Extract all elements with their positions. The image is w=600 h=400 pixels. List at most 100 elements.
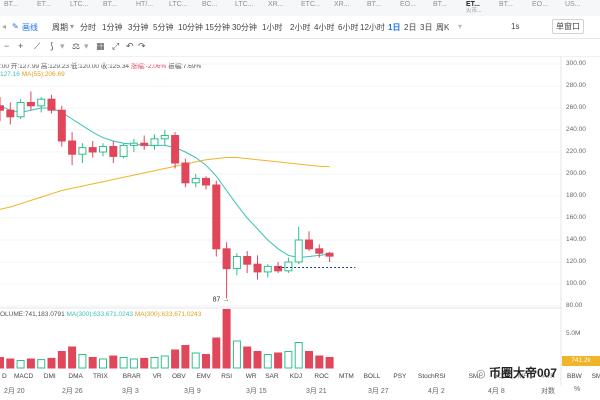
indicator-dma[interactable]: DMA xyxy=(68,373,83,380)
ticker-item[interactable]: ET... xyxy=(37,1,52,8)
indicator-dmi[interactable]: DMI xyxy=(43,373,56,380)
interval-option[interactable]: 分时 xyxy=(80,23,96,32)
volume-bar xyxy=(305,351,313,369)
indicator-psy[interactable]: PSY xyxy=(393,373,407,380)
interval-option[interactable]: 3日 xyxy=(420,23,433,32)
candle-body xyxy=(232,256,241,270)
ticker-item[interactable]: EO... xyxy=(532,1,548,8)
layout-icon[interactable]: ▦ xyxy=(96,41,105,51)
indicator-brar[interactable]: BRAR xyxy=(122,373,141,380)
volume-bar xyxy=(222,309,231,369)
interval-more-icon[interactable]: ▾ xyxy=(458,22,463,31)
candle-body xyxy=(37,98,46,107)
interval-option[interactable]: 周K xyxy=(436,23,450,32)
indicator-sm[interactable]: SM xyxy=(591,373,600,380)
interval-option[interactable]: 1s xyxy=(511,22,520,31)
period-chevron-icon[interactable]: ▾ xyxy=(70,22,75,31)
ticker-item[interactable]: XR... xyxy=(334,1,350,8)
indicator-emv[interactable]: EMV xyxy=(196,373,211,380)
ticker-item[interactable]: ETC... xyxy=(301,1,321,8)
low-marker-label: 87 → xyxy=(213,296,230,303)
indicator-macd[interactable]: MACD xyxy=(14,373,34,380)
volume-bar xyxy=(26,358,35,369)
indicator-icon[interactable]: ⟆ xyxy=(50,41,54,51)
ticker-arrow-icon[interactable]: ◂ xyxy=(2,22,7,31)
ticker-item[interactable]: LTC... xyxy=(70,1,89,8)
period-label[interactable]: 周期 xyxy=(52,23,68,32)
interval-option[interactable]: 4小时 xyxy=(314,23,335,32)
indicator-obv[interactable]: OBV xyxy=(172,373,186,380)
ticker-item[interactable]: BT... xyxy=(433,1,448,8)
ticker-item[interactable]: BT... xyxy=(103,1,118,8)
price-tick: 300.00 xyxy=(566,60,586,67)
draw-tab[interactable]: 画线 xyxy=(22,23,38,32)
ticker-item[interactable]: EO... xyxy=(400,1,416,8)
undo-icon[interactable]: ↶ xyxy=(126,41,134,51)
interval-option[interactable]: 15分钟 xyxy=(205,23,230,32)
draw-pencil-icon[interactable]: ✎ xyxy=(12,22,19,31)
ticker-item[interactable]: HT/... xyxy=(136,1,154,8)
window-button[interactable]: 单窗口 xyxy=(552,19,584,34)
indicator-vr[interactable]: VR xyxy=(152,373,162,380)
watermark-text: 币圈大帝007 xyxy=(488,366,557,380)
indicator-kdj[interactable]: KDJ xyxy=(289,373,303,380)
interval-option[interactable]: 1小时 xyxy=(262,23,283,32)
ticker-item[interactable]: BC... xyxy=(202,1,218,8)
interval-option[interactable]: 2小时 xyxy=(290,23,311,32)
compare-icon[interactable]: ⚖ xyxy=(72,41,81,51)
interval-option[interactable]: 5分钟 xyxy=(153,23,174,32)
ticker-item[interactable]: LTC... xyxy=(235,1,254,8)
redo-icon[interactable]: ↷ xyxy=(138,41,146,51)
log-toggle[interactable]: 对数 xyxy=(541,388,555,395)
crosshair-icon[interactable]: ⟋ xyxy=(34,41,41,51)
candle-body xyxy=(222,248,231,270)
compare-chevron-icon[interactable]: ▾ xyxy=(84,41,89,51)
plus-icon[interactable]: + xyxy=(18,41,24,51)
interval-option[interactable]: 6小时 xyxy=(338,23,359,32)
indicator-sar[interactable]: SAR xyxy=(265,373,279,380)
indicator-chevron-icon[interactable]: ▾ xyxy=(60,41,65,51)
indicator-roc[interactable]: ROC xyxy=(314,373,329,380)
price-tick: 80.00 xyxy=(566,302,583,309)
interval-option[interactable]: 1日 xyxy=(388,23,401,32)
percent-toggle[interactable]: % xyxy=(574,386,581,393)
indicator-bbw[interactable]: BBW xyxy=(567,373,582,380)
fullscreen-icon[interactable]: ⤢ xyxy=(112,41,120,51)
ticker-item[interactable]: XR... xyxy=(268,1,284,8)
minus-icon[interactable]: − xyxy=(4,41,10,51)
indicator-cut[interactable]: D xyxy=(2,373,7,380)
candle-body xyxy=(78,147,87,155)
indicator-smi[interactable]: SMI xyxy=(468,373,481,380)
indicator-atr[interactable]: ATR xyxy=(542,373,555,380)
wechat-icon: ◎ xyxy=(476,368,486,380)
indicator-boll[interactable]: BOLL xyxy=(363,373,381,380)
price-chart[interactable]: 87 → xyxy=(0,56,600,386)
indicator-cci[interactable]: CCI xyxy=(493,373,505,380)
candle-body xyxy=(274,265,283,272)
price-tick: 100.00 xyxy=(566,280,586,287)
date-tick: 2月 26 xyxy=(62,388,83,395)
ticker-item[interactable]: LTC... xyxy=(169,1,188,8)
interval-option[interactable]: 10分钟 xyxy=(178,23,203,32)
volume-bar xyxy=(171,349,180,369)
ticker-item[interactable]: ET... 火币... xyxy=(466,1,482,14)
price-tick: 160.00 xyxy=(566,214,586,221)
ticker-item[interactable]: BT... xyxy=(499,1,514,8)
interval-option[interactable]: 2日 xyxy=(404,23,417,32)
indicator-wr[interactable]: WR xyxy=(245,373,257,380)
indicator-rsi[interactable]: RSI xyxy=(221,373,233,380)
interval-option[interactable]: 1分钟 xyxy=(102,23,123,32)
candle-body xyxy=(171,135,180,164)
indicator-mtm[interactable]: MTM xyxy=(339,373,354,380)
ticker-item[interactable]: BT... xyxy=(4,1,19,8)
interval-option[interactable]: 30分钟 xyxy=(232,23,257,32)
interval-option[interactable]: 12小时 xyxy=(360,23,385,32)
ticker-item[interactable]: BT... xyxy=(367,1,382,8)
indicator-mfi[interactable]: MFI xyxy=(517,373,529,380)
interval-option[interactable]: 3分钟 xyxy=(128,23,149,32)
ticker-item[interactable]: US... xyxy=(565,1,581,8)
candle-body xyxy=(315,248,324,254)
indicator-stochrsi[interactable]: StochRSI xyxy=(418,373,446,380)
volume-bar xyxy=(274,352,283,369)
indicator-trix[interactable]: TRIX xyxy=(93,373,108,380)
